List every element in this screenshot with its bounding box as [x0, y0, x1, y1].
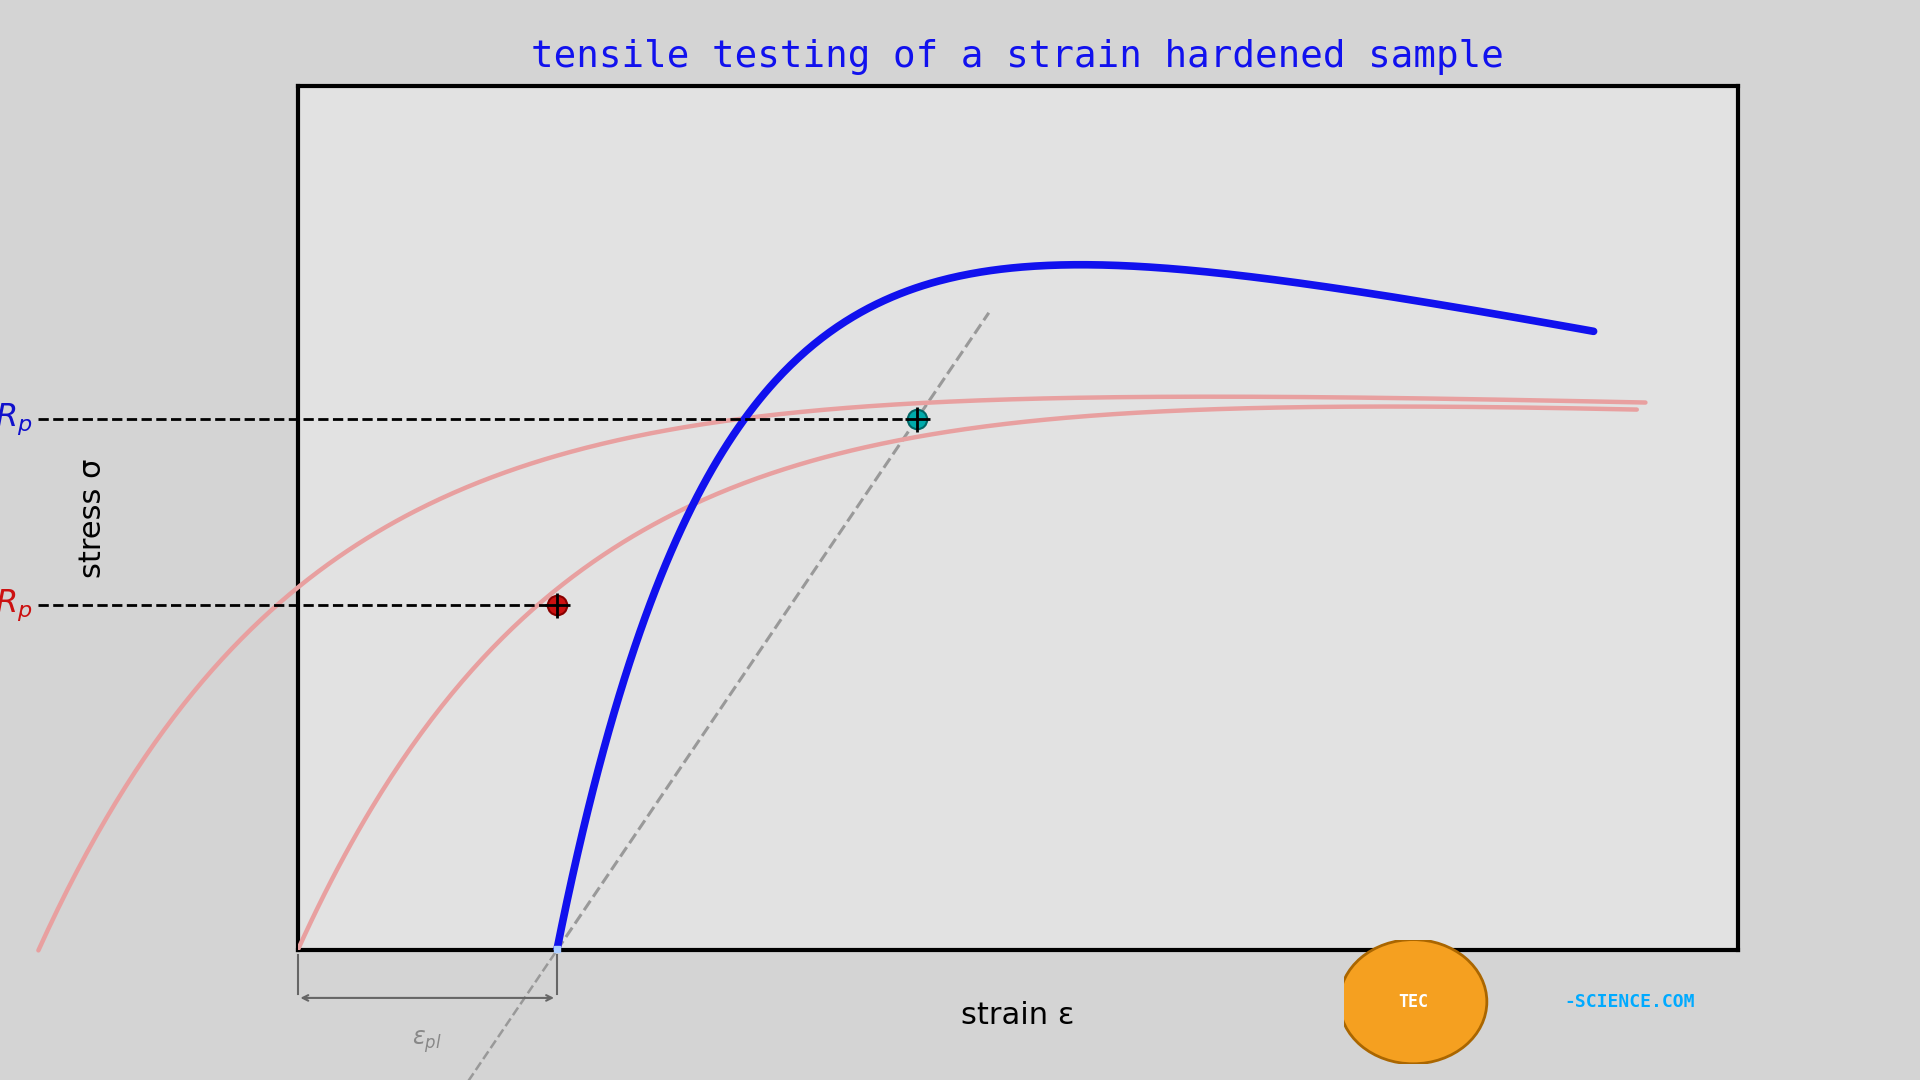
Text: stress σ: stress σ	[77, 459, 108, 578]
Text: -SCIENCE.COM: -SCIENCE.COM	[1565, 993, 1695, 1011]
Text: strain ε: strain ε	[960, 1001, 1075, 1029]
Text: TEC: TEC	[1398, 993, 1428, 1011]
Title: tensile testing of a strain hardened sample: tensile testing of a strain hardened sam…	[532, 39, 1503, 75]
Ellipse shape	[1340, 940, 1486, 1064]
Text: $R_p$: $R_p$	[0, 402, 33, 436]
Text: $\varepsilon_{pl}$: $\varepsilon_{pl}$	[413, 1028, 442, 1055]
Text: $R_p$: $R_p$	[0, 588, 33, 622]
